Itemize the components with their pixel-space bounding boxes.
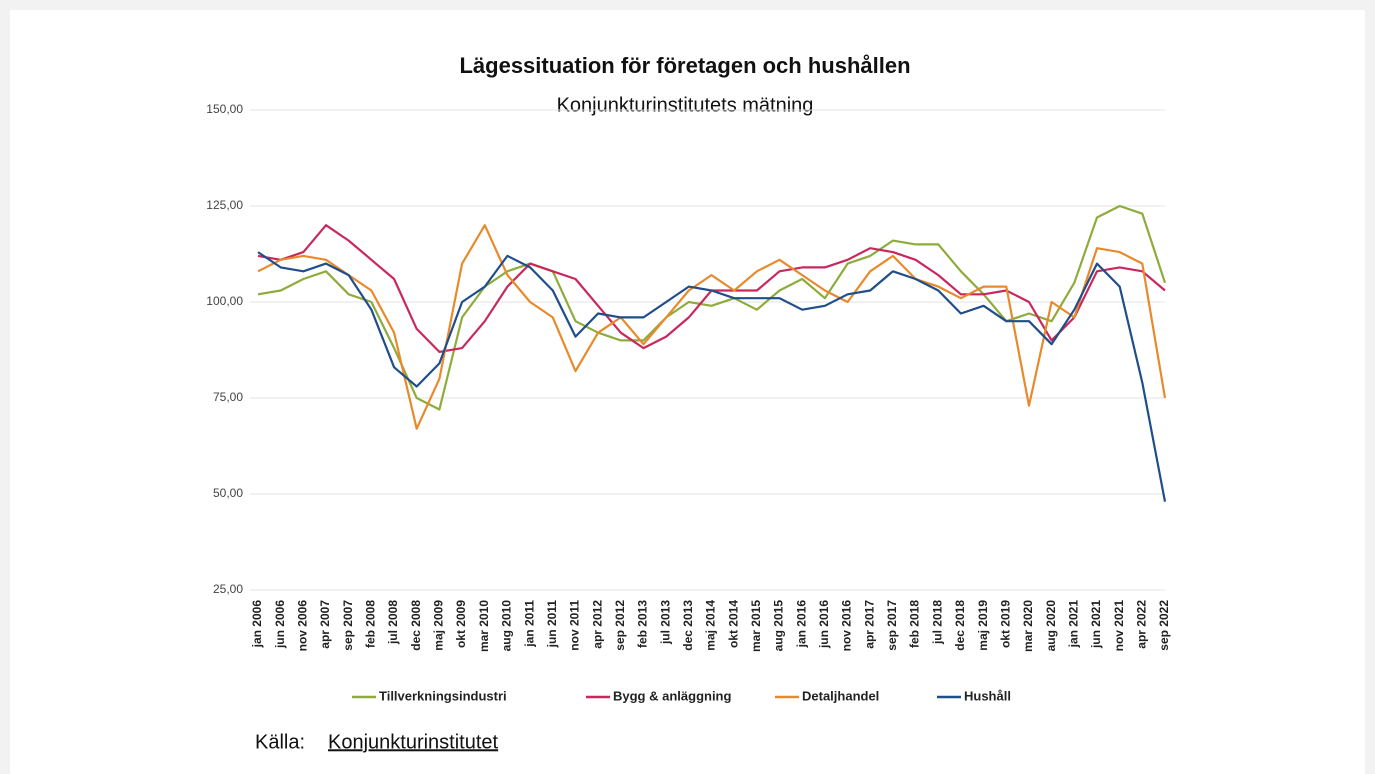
y-tick-label: 125,00	[206, 198, 243, 212]
x-tick-label: jun 2006	[273, 600, 287, 649]
x-tick-label: okt 2014	[726, 600, 740, 648]
x-tick-label: sep 2022	[1157, 600, 1171, 651]
legend-label: Hushåll	[964, 688, 1011, 703]
x-tick-label: jul 2008	[386, 600, 400, 645]
x-tick-label: maj 2009	[432, 600, 446, 651]
x-tick-label: aug 2010	[500, 600, 514, 652]
x-tick-label: jul 2018	[930, 600, 944, 645]
x-tick-label: aug 2020	[1044, 600, 1058, 652]
x-tick-label: nov 2011	[568, 600, 582, 651]
x-tick-label: jun 2021	[1089, 600, 1103, 649]
x-tick-label: maj 2014	[704, 600, 718, 651]
x-tick-label: nov 2016	[840, 600, 854, 652]
source-link[interactable]: Konjunkturinstitutet	[328, 731, 499, 753]
series-line	[257, 224, 1167, 430]
x-tick-label: okt 2009	[454, 600, 468, 648]
y-tick-label: 50,00	[213, 486, 243, 500]
x-tick-label: jul 2013	[658, 600, 672, 645]
x-tick-label: nov 2021	[1112, 600, 1126, 652]
y-tick-label: 25,00	[213, 582, 243, 596]
x-tick-label: jan 2021	[1066, 600, 1080, 649]
x-tick-label: jan 2016	[794, 600, 808, 649]
x-tick-label: jan 2006	[250, 600, 264, 649]
x-tick-label: mar 2015	[749, 600, 763, 652]
x-tick-label: dec 2013	[681, 600, 695, 651]
x-tick-label: sep 2007	[341, 600, 355, 651]
x-tick-label: apr 2012	[590, 600, 604, 649]
y-tick-label: 75,00	[213, 390, 243, 404]
x-tick-label: mar 2020	[1021, 600, 1035, 652]
x-tick-label: mar 2010	[477, 600, 491, 652]
chart-title: Lägessituation för företagen och hushåll…	[459, 53, 910, 78]
series-line	[257, 204, 1167, 411]
y-tick-label: 150,00	[206, 102, 243, 116]
x-tick-label: nov 2006	[296, 600, 310, 652]
source-prefix: Källa:	[255, 731, 305, 753]
legend-label: Bygg & anläggning	[613, 688, 732, 703]
x-tick-label: apr 2022	[1134, 600, 1148, 649]
x-tick-label: feb 2013	[636, 600, 650, 648]
x-tick-label: dec 2008	[409, 600, 423, 651]
series-line	[257, 251, 1167, 502]
legend-label: Detaljhandel	[802, 688, 879, 703]
x-tick-label: apr 2017	[862, 600, 876, 649]
y-tick-label: 100,00	[206, 294, 243, 308]
x-tick-label: apr 2007	[318, 600, 332, 649]
chart-subtitle: Konjunkturinstitutets mätning	[557, 94, 814, 116]
x-tick-label: sep 2012	[613, 600, 627, 651]
card	[10, 10, 1365, 774]
x-tick-label: jan 2011	[522, 600, 536, 648]
x-tick-label: sep 2017	[885, 600, 899, 651]
x-tick-label: maj 2019	[976, 600, 990, 651]
x-tick-label: feb 2018	[908, 600, 922, 648]
x-tick-label: jun 2016	[817, 600, 831, 649]
x-tick-label: dec 2018	[953, 600, 967, 651]
x-tick-label: feb 2008	[364, 600, 378, 648]
legend-label: Tillverkningsindustri	[379, 688, 507, 703]
x-tick-label: aug 2015	[772, 600, 786, 652]
x-tick-label: okt 2019	[998, 600, 1012, 648]
x-tick-label: jun 2011	[545, 600, 559, 649]
